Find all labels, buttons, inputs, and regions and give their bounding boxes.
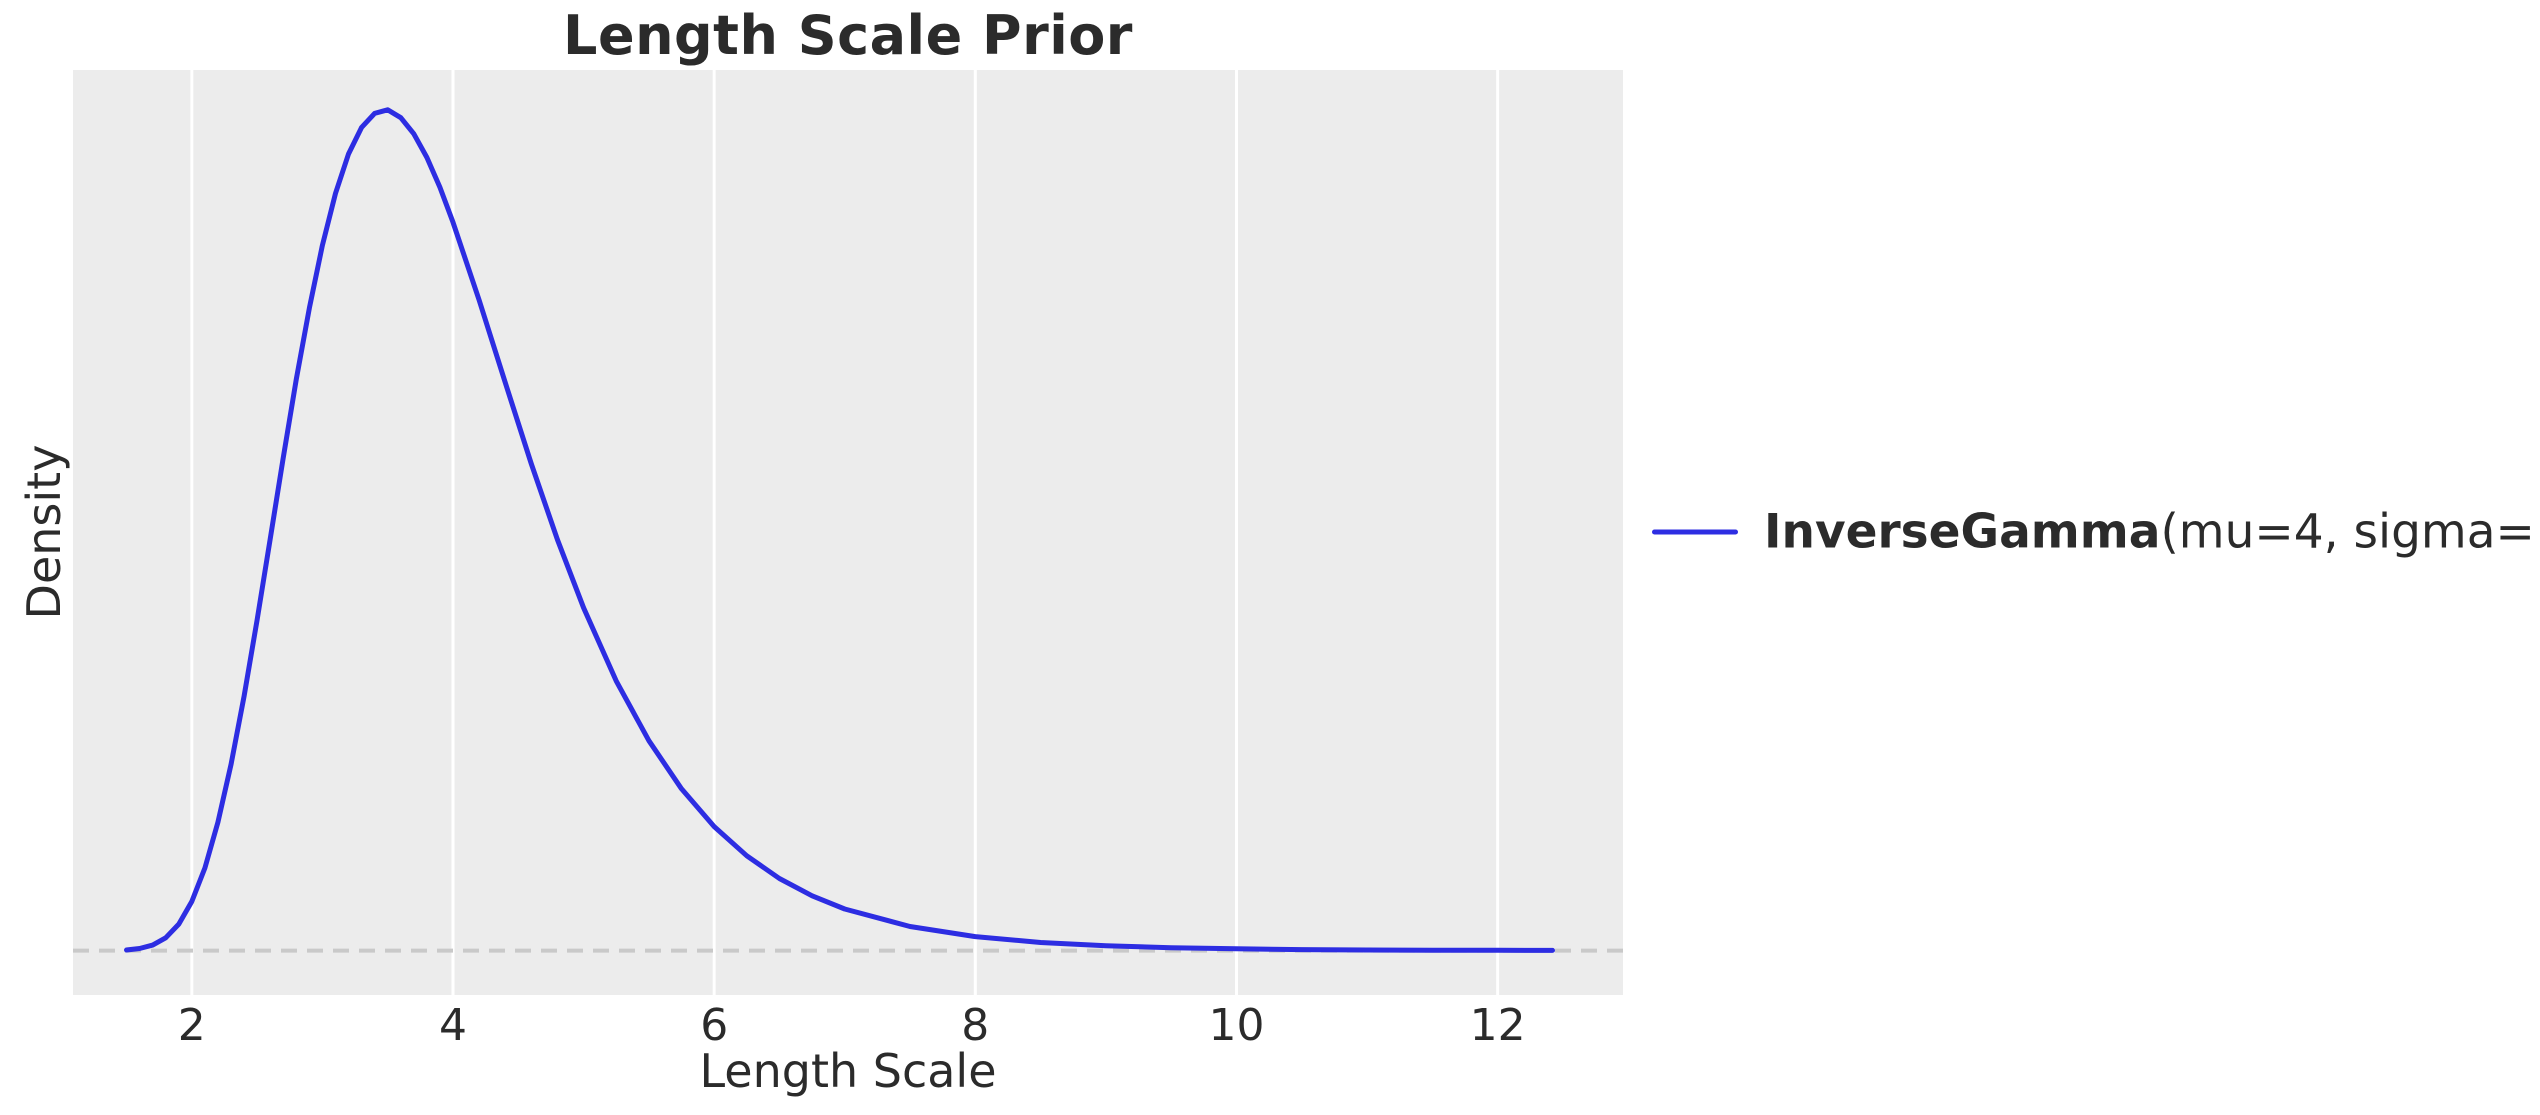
chart-title: Length Scale Prior [563,4,1133,67]
legend-line-swatch [1652,529,1738,535]
y-axis-label: Density [17,444,71,620]
legend-label-parameters: (mu=4, sigma=1.14) [2160,504,2540,560]
x-axis-label: Length Scale [699,1044,997,1098]
legend-label-distribution: InverseGamma [1764,504,2161,560]
x-tick-label: 8 [961,1000,990,1051]
density-curve [124,107,1555,953]
legend-label: InverseGamma(mu=4, sigma=1.14) [1764,505,2540,560]
x-tick-label: 2 [177,1000,206,1051]
x-tick-label: 12 [1469,1000,1526,1051]
legend: InverseGamma(mu=4, sigma=1.14) [1652,505,2540,560]
plot-area [73,70,1623,995]
x-tick-label: 4 [439,1000,467,1051]
x-tick-label: 6 [700,1000,729,1051]
x-tick-label: 10 [1208,1000,1265,1051]
